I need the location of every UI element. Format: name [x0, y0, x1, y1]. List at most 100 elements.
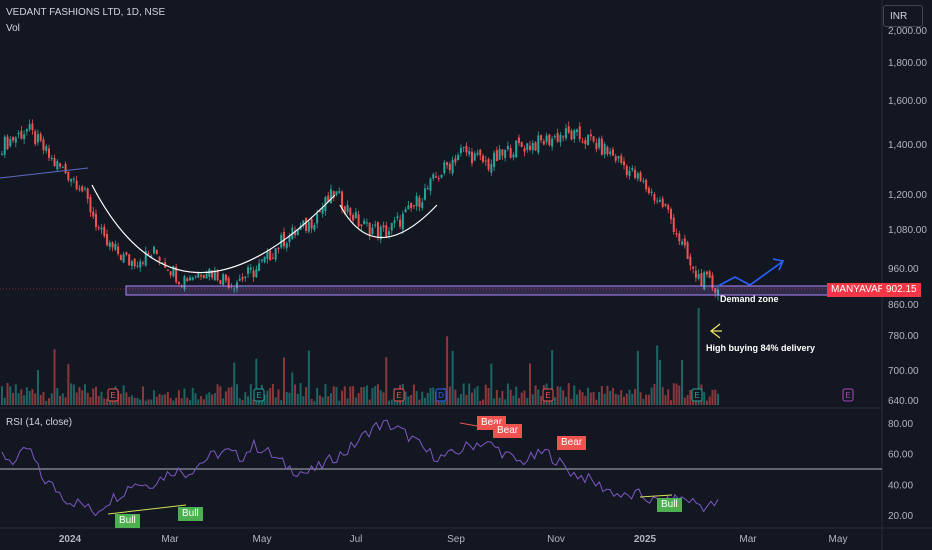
candle-body [506, 145, 509, 150]
time-tick-label: May [829, 534, 848, 545]
candle-body [587, 135, 590, 146]
candle-body [636, 173, 639, 179]
candle-body [227, 277, 230, 288]
volume-bar [216, 384, 219, 405]
candle-body [153, 246, 156, 254]
volume-bar [20, 389, 23, 405]
candle-body [360, 224, 363, 226]
candle-body [258, 263, 261, 271]
candle-body [592, 136, 595, 142]
volume-bar [509, 389, 512, 405]
candle-body [484, 160, 487, 162]
candle-body [224, 274, 227, 281]
volume-bar [177, 390, 180, 405]
volume-bar [639, 392, 642, 405]
candle-body [28, 124, 31, 130]
currency-selector[interactable]: INR [883, 5, 923, 27]
candle-body [689, 256, 692, 266]
candle-body [656, 200, 659, 202]
candle-body [47, 148, 50, 158]
candle-body [59, 163, 62, 167]
price-tick-label: 1,600.00 [888, 96, 927, 107]
volume-bar [78, 387, 81, 405]
volume-bar [421, 391, 424, 405]
candle-body [20, 130, 23, 139]
volume-bar [169, 397, 172, 405]
volume-bar [620, 390, 623, 405]
volume-bar [346, 398, 349, 405]
volume-bar [155, 396, 158, 405]
candle-body [343, 206, 346, 214]
volume-bar [316, 387, 319, 405]
candle-body [410, 202, 413, 209]
volume-bar [61, 393, 64, 405]
volume-bar [506, 383, 509, 405]
volume-bar [457, 397, 460, 405]
volume-bar [6, 383, 9, 405]
volume-bar [512, 395, 515, 405]
candle-body [108, 242, 111, 247]
candle-body [103, 226, 106, 236]
volume-bar [708, 396, 711, 405]
volume-bar [625, 393, 628, 405]
volume-bar [25, 387, 28, 405]
candle-body [529, 145, 532, 150]
candle-body [363, 220, 366, 224]
volume-bar [158, 394, 161, 405]
volume-bar [534, 385, 537, 405]
candle-body [86, 188, 89, 199]
candle-body [700, 273, 703, 286]
volume-bar [423, 397, 426, 405]
volume-bar [349, 386, 352, 405]
volume-bar [161, 395, 164, 405]
event-marker [542, 388, 554, 402]
volume-bar [642, 398, 645, 405]
candle-body [487, 159, 490, 170]
volume-bar [150, 399, 153, 405]
rsi-tick-label: 40.00 [888, 480, 913, 491]
candle-body [280, 234, 283, 248]
volume-bar [341, 390, 344, 405]
volume-bar [365, 385, 368, 405]
candle-body [352, 214, 355, 221]
volume-bar [9, 386, 12, 405]
volume-bar [144, 400, 147, 405]
volume-bar [484, 384, 487, 405]
candle-body [639, 172, 642, 181]
candle-body [150, 255, 153, 257]
candle-body [128, 254, 131, 266]
volume-bar [332, 386, 335, 405]
volume-bar [128, 396, 131, 405]
candle-body [564, 128, 567, 139]
candle-body [642, 180, 645, 182]
candle-body [595, 142, 598, 150]
volume-bar [487, 388, 490, 405]
candle-body [219, 280, 222, 285]
candle-body [570, 130, 573, 140]
candle-body [39, 133, 42, 141]
candle-body [338, 191, 341, 193]
volume-bar [553, 397, 556, 405]
candle-body [72, 178, 75, 180]
candle-body [332, 191, 335, 198]
volume-bar [675, 383, 678, 405]
projection-arrow [717, 261, 783, 287]
volume-bar [327, 396, 330, 405]
volume-bar [404, 391, 407, 405]
volume-bar [277, 389, 280, 405]
candle-body [603, 144, 606, 155]
candle-body [390, 223, 393, 231]
candle-body [614, 156, 617, 161]
volume-bar [247, 396, 250, 405]
volume-bar [711, 389, 714, 405]
volume-bar [703, 392, 706, 405]
candle-body [517, 137, 520, 144]
candle-body [415, 195, 418, 207]
candle-body [432, 174, 435, 179]
candle-body [23, 134, 26, 140]
volume-bar [227, 387, 230, 405]
candle-body [576, 129, 579, 132]
candle-body [645, 179, 648, 190]
volume-bar [368, 399, 371, 405]
